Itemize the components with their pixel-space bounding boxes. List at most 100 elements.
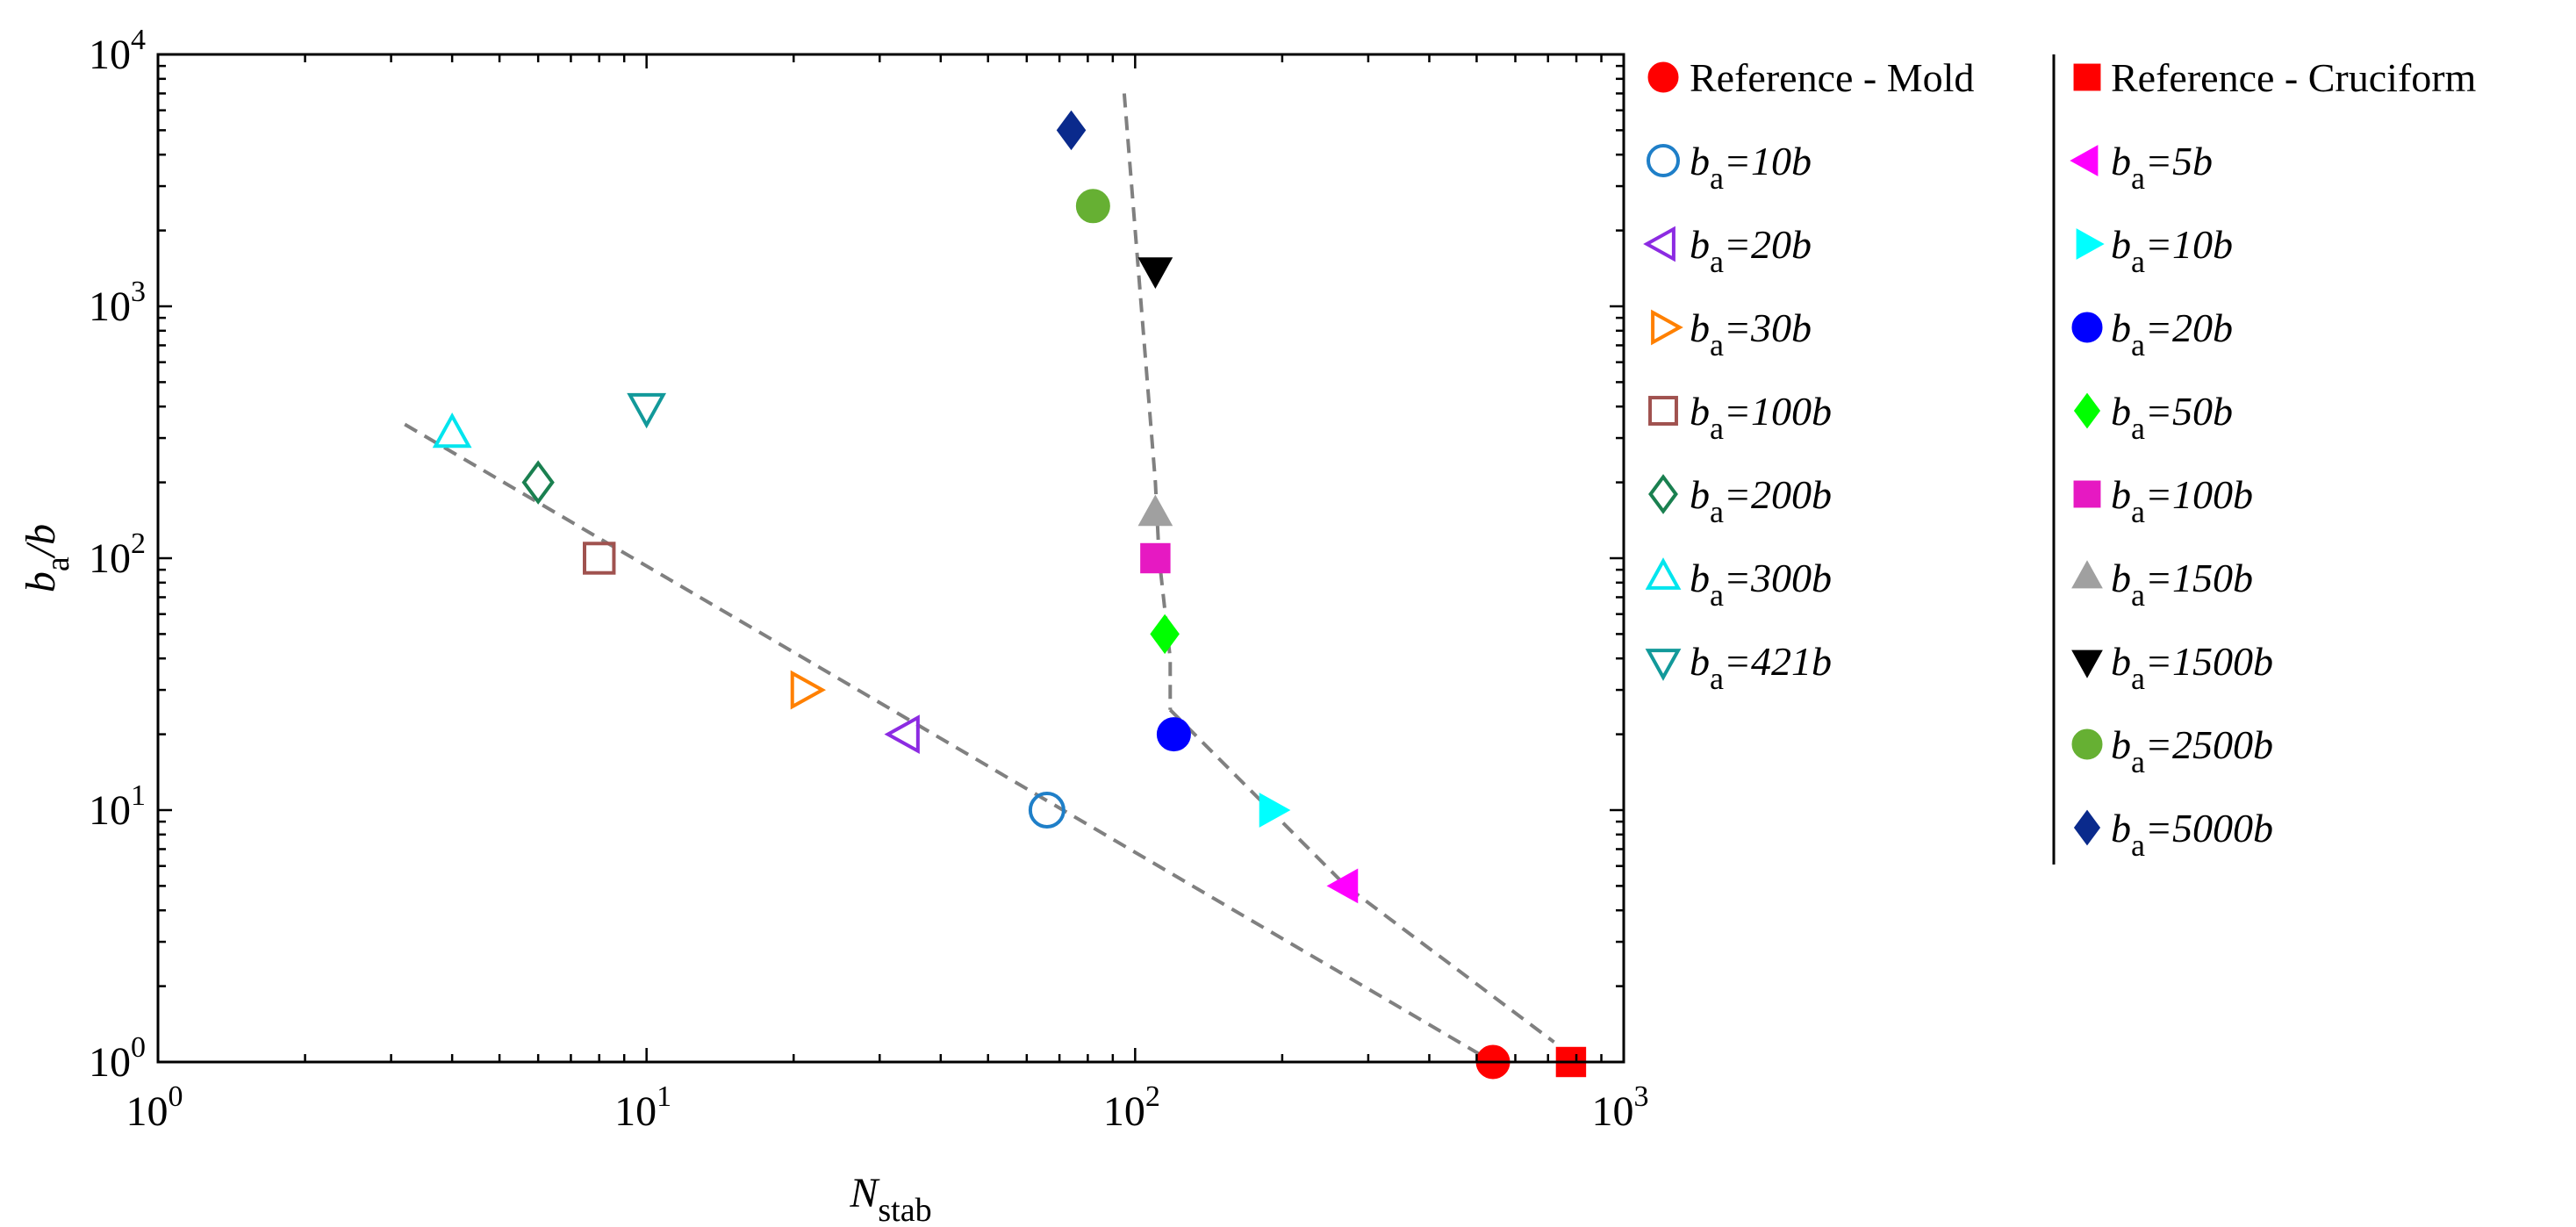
legend-label-sub: a [2131,494,2145,529]
legend-marker [2071,560,2103,589]
legend-label-symbol: b [1690,139,1710,183]
x-tick-label-exp: 0 [169,1080,183,1113]
legend-marker [2073,480,2101,508]
data-point-diamond [1056,110,1087,151]
x-tick-label-base: 10 [126,1088,169,1135]
legend-marker [2071,312,2103,343]
y-tick-label-exp: 2 [131,527,146,560]
y-tick-label-base: 10 [89,535,131,582]
legend-marker [1645,557,1682,590]
y-axis-label: ba/b [18,524,76,592]
legend: Reference - Moldba=10bba=20bba=30bba=100… [1643,54,2477,865]
legend-label-symbol: b [1690,472,1710,517]
legend-label-rest: =5b [2145,139,2213,183]
legend-label: ba=2500b [2111,722,2273,779]
legend-label-sub: a [1710,661,1724,696]
x-axis-label-main: N [849,1170,880,1216]
x-tick-label-exp: 3 [1634,1080,1649,1113]
legend-label-rest: =421b [1724,639,1832,684]
data-point-triangle-right [1259,793,1291,828]
legend-label-symbol: b [1690,556,1710,600]
x-tick-label-exp: 2 [1145,1080,1160,1113]
data-point-triangle-down [1137,257,1173,289]
legend-marker [2073,392,2101,429]
data-point-square [583,542,616,575]
y-tick-label-exp: 1 [131,779,146,812]
x-axis-label: Nstab [849,1170,931,1227]
legend-marker [1643,226,1675,262]
data-markers [432,110,1587,1080]
legend-label-sub: a [1710,494,1724,529]
legend-label-symbol: b [2111,222,2131,267]
legend-label-rest: =100b [2145,472,2253,517]
legend-marker [2070,145,2099,176]
y-tick-label: 102 [89,527,146,582]
legend-marker [1651,309,1683,346]
legend-label-rest: =10b [2145,222,2233,267]
legend-label-symbol: b [2111,139,2131,183]
legend-marker [1648,474,1678,514]
legend-label-rest: =5000b [2145,806,2273,850]
legend-marker [1647,61,1679,93]
y-tick-label-exp: 3 [131,276,146,308]
legend-marker [1648,396,1678,426]
legend-label-rest: =20b [1724,222,1812,267]
legend-label-rest: =100b [1724,389,1832,434]
data-point-circle [1156,717,1191,752]
y-tick-label-exp: 4 [131,24,146,56]
x-tick-label: 103 [1592,1080,1649,1135]
data-point-triangle-left [1326,868,1359,904]
legend-label-sub: a [2131,828,2145,863]
data-point-triangle-left [884,714,920,755]
x-tick-label: 102 [1103,1080,1160,1135]
legend-label-sub: a [1710,244,1724,279]
legend-label: ba=5000b [2111,806,2273,863]
legend-label-symbol: b [2111,305,2131,350]
data-point-triangle-right [790,670,827,710]
legend-label-rest: =10b [1724,139,1812,183]
legend-label-sub: a [2131,744,2145,779]
legend-label-rest: =200b [1724,472,1832,517]
legend-marker [1647,144,1680,177]
legend-marker [2071,649,2103,678]
data-point-triangle-down [627,392,667,429]
x-tick-label-base: 10 [1592,1088,1634,1135]
data-point-triangle-up [1137,494,1173,527]
legend-label-sub: a [1710,578,1724,613]
legend-label-rest: =150b [2145,556,2253,600]
legend-label-symbol: b [2111,722,2131,767]
y-tick-label-base: 10 [89,283,131,330]
legend-label: Reference - Mold [1690,55,1974,100]
legend-label-rest: =1500b [2145,639,2273,684]
legend-label-sub: a [2131,244,2145,279]
legend-marker [2073,63,2101,91]
legend-label-symbol: b [1690,222,1710,267]
x-axis-label-sub: stab [878,1192,931,1227]
legend-label-symbol: b [1690,389,1710,434]
legend-label-symbol: b [1690,639,1710,684]
legend-label-symbol: b [2111,806,2131,850]
legend-label: ba=30b [1690,305,1812,362]
legend-label-symbol: b [1690,305,1710,350]
x-tick-label-exp: 1 [657,1080,671,1113]
data-point-circle [1075,189,1110,224]
legend-label: ba=20b [1690,222,1812,279]
legend-marker [2071,728,2103,760]
plot-area [158,54,1624,1062]
trend-line [1168,708,1555,1044]
data-point-square [1140,542,1171,574]
legend-marker [2073,809,2101,846]
legend-label-text: Reference - Cruciform [2111,55,2477,100]
y-tick-label-base: 10 [89,787,131,834]
data-point-circle [1028,792,1066,829]
legend-label: ba=300b [1690,556,1832,613]
legend-label-sub: a [2131,578,2145,613]
legend-label-symbol: b [2111,472,2131,517]
y-tick-label-exp: 0 [131,1031,146,1064]
legend-label-rest: =20b [2145,305,2233,350]
legend-label-sub: a [1710,327,1724,362]
legend-label-rest: =2500b [2145,722,2273,767]
trend-line [404,422,1495,1064]
